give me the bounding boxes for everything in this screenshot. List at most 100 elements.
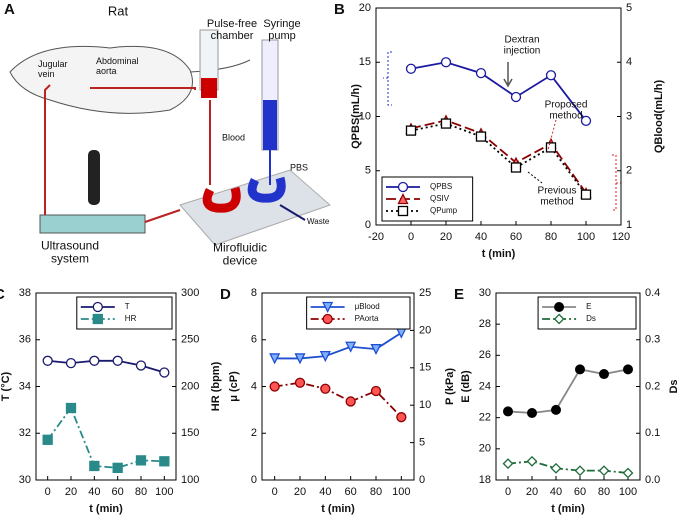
x-tick-label: 80: [135, 486, 147, 498]
y2-tick-label: 100: [181, 474, 199, 486]
x-axis-title: t (min): [551, 503, 585, 515]
diagram-label: Mirofluidic device: [213, 241, 267, 268]
y2-tick-label: 0: [419, 474, 425, 486]
marker: [89, 355, 100, 366]
marker: [503, 406, 513, 417]
marker: [42, 434, 53, 445]
marker: [440, 118, 452, 129]
legend-label: QPump: [430, 206, 458, 215]
series-line: [274, 381, 402, 418]
marker: [135, 360, 147, 371]
marker: [580, 189, 592, 200]
y2-axis-title: QBlood(mL/h): [653, 80, 665, 154]
diagram-label: PBS: [290, 162, 308, 172]
panel-label: D: [220, 286, 231, 303]
y-axis-title: T (°C): [0, 371, 12, 401]
y-tick-label: 28: [479, 318, 491, 330]
y-axis-title: μ (cP): [228, 371, 240, 402]
x-tick-label: 100: [619, 486, 637, 498]
y2-tick-label: 0.4: [645, 287, 660, 299]
y-tick-label: 0: [251, 474, 257, 486]
legend-marker: [322, 301, 334, 313]
marker: [269, 381, 280, 392]
x-axis-title: t (min): [321, 503, 355, 515]
series-line: [46, 406, 165, 469]
marker: [599, 369, 609, 380]
y-tick-label: 32: [19, 427, 31, 439]
marker: [294, 377, 306, 388]
marker: [405, 63, 417, 74]
x-tick-label: 80: [545, 231, 557, 243]
diagram-label: Jugular vein: [38, 59, 68, 79]
y-tick-label: 4: [251, 380, 257, 392]
x-tick-label: 40: [319, 486, 331, 498]
y-tick-label: 15: [359, 56, 371, 68]
x-axis-title: t (min): [482, 248, 516, 260]
y2-tick-label: 0.0: [645, 474, 660, 486]
marker: [510, 162, 522, 173]
marker: [65, 402, 77, 414]
marker: [550, 462, 562, 474]
marker: [580, 115, 592, 126]
y2-tick-label: 0.3: [645, 334, 660, 346]
y2-tick-label: 4: [626, 56, 632, 68]
marker: [545, 70, 557, 81]
syringe-pbs: [263, 100, 277, 150]
x-tick-label: 120: [612, 231, 630, 243]
y-tick-label: 36: [19, 334, 31, 346]
legend-marker: [397, 181, 409, 193]
annotation-arrow: [527, 171, 543, 184]
marker: [320, 383, 331, 394]
y-tick-label: 20: [479, 443, 491, 455]
marker: [623, 364, 633, 375]
legend-marker: [554, 301, 565, 313]
series-line: [47, 359, 165, 374]
legend-label: T: [125, 302, 130, 311]
marker: [502, 458, 514, 470]
legend-label: QPBS: [430, 182, 452, 191]
y2-axis-title: Ds: [668, 379, 680, 393]
x-tick-label: 40: [550, 486, 562, 498]
y-tick-label: 38: [19, 287, 31, 299]
panel-label: A: [4, 1, 15, 18]
y2-tick-label: 10: [419, 399, 431, 411]
x-tick-label: 100: [392, 486, 410, 498]
y2-tick-label: 5: [626, 2, 632, 14]
marker: [294, 353, 306, 365]
marker: [112, 355, 123, 366]
annotation: Previous method: [538, 185, 577, 207]
series-line: [410, 119, 587, 194]
panel-label: B: [334, 1, 345, 18]
marker: [159, 367, 170, 378]
diagram-label: Abdominal aorta: [96, 56, 139, 76]
chamber-blood: [201, 78, 217, 98]
marker: [159, 456, 170, 467]
y2-tick-label: 2: [626, 165, 632, 177]
y-tick-label: 10: [359, 110, 371, 122]
y2-tick-label: 25: [419, 287, 431, 299]
arrow: [44, 84, 51, 215]
series-line: [507, 460, 629, 474]
marker: [527, 407, 537, 418]
marker: [551, 404, 561, 415]
x-tick-label: 80: [370, 486, 382, 498]
diagram-label: Waste: [307, 217, 330, 226]
y2-axis-title: HR (bpm): [210, 361, 222, 411]
diagram-label: Rat: [108, 3, 129, 18]
series-line: [410, 61, 587, 122]
tail: [189, 59, 251, 73]
legend-box: [381, 176, 474, 222]
bracket: [612, 154, 621, 211]
x-tick-label: 100: [155, 486, 173, 498]
marker: [345, 396, 356, 407]
ultrasound-base: [39, 214, 146, 234]
y-tick-label: 8: [251, 287, 257, 299]
legend-label: QSIV: [430, 194, 450, 203]
marker: [526, 455, 538, 467]
y2-tick-label: 200: [181, 380, 199, 392]
marker: [440, 57, 452, 68]
annotation: Dextran injection: [504, 34, 541, 56]
y-tick-label: 6: [251, 334, 257, 346]
legend-marker: [397, 205, 409, 217]
